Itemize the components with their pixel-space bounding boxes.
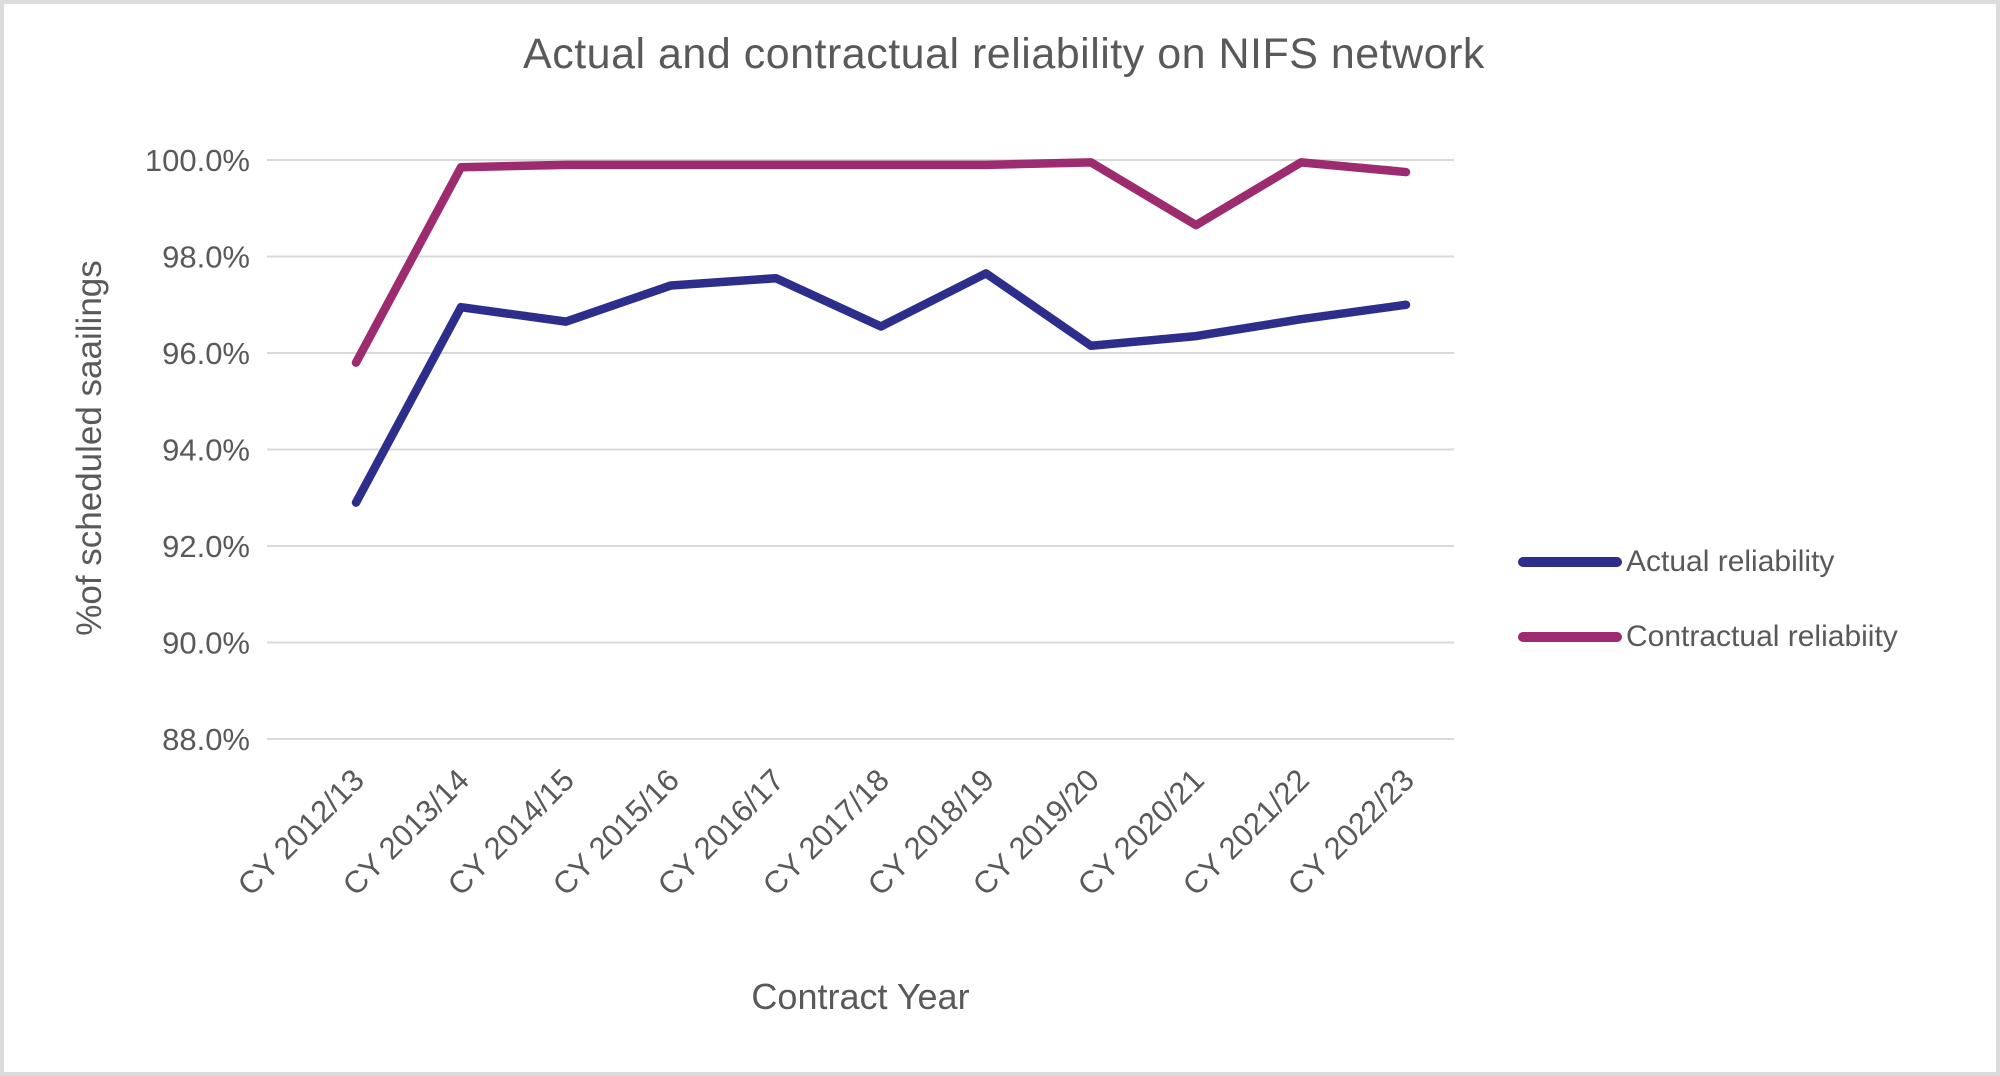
legend-line-swatch-contractual xyxy=(1518,632,1622,642)
legend-line-swatch-actual xyxy=(1518,557,1622,567)
legend-entry-actual: Actual reliability xyxy=(1518,540,1898,584)
legend-label-actual: Actual reliability xyxy=(1626,545,1835,578)
legend-label-contractual: Contractual reliabiity xyxy=(1626,620,1898,653)
y-tick-label: 88.0% xyxy=(162,722,250,757)
plot-area: 88.0%90.0%92.0%94.0%96.0%98.0%100.0%CY 2… xyxy=(145,143,1454,902)
y-tick-label: 92.0% xyxy=(162,529,250,564)
y-tick-label: 96.0% xyxy=(162,336,250,371)
legend-entry-contractual: Contractual reliabiity xyxy=(1518,615,1898,659)
chart-title: Actual and contractual reliability on NI… xyxy=(523,30,1485,78)
y-tick-label: 90.0% xyxy=(162,626,250,661)
y-tick-label: 94.0% xyxy=(162,433,250,468)
y-tick-label: 100.0% xyxy=(145,143,250,178)
y-tick-label: 98.0% xyxy=(162,240,250,275)
legend: Actual reliability Contractual reliabiit… xyxy=(1518,540,1898,690)
series-line-actual-reliability xyxy=(351,269,1411,507)
series-line-contractual-reliabiity xyxy=(351,158,1411,367)
x-axis-title: Contract Year xyxy=(751,976,970,1017)
